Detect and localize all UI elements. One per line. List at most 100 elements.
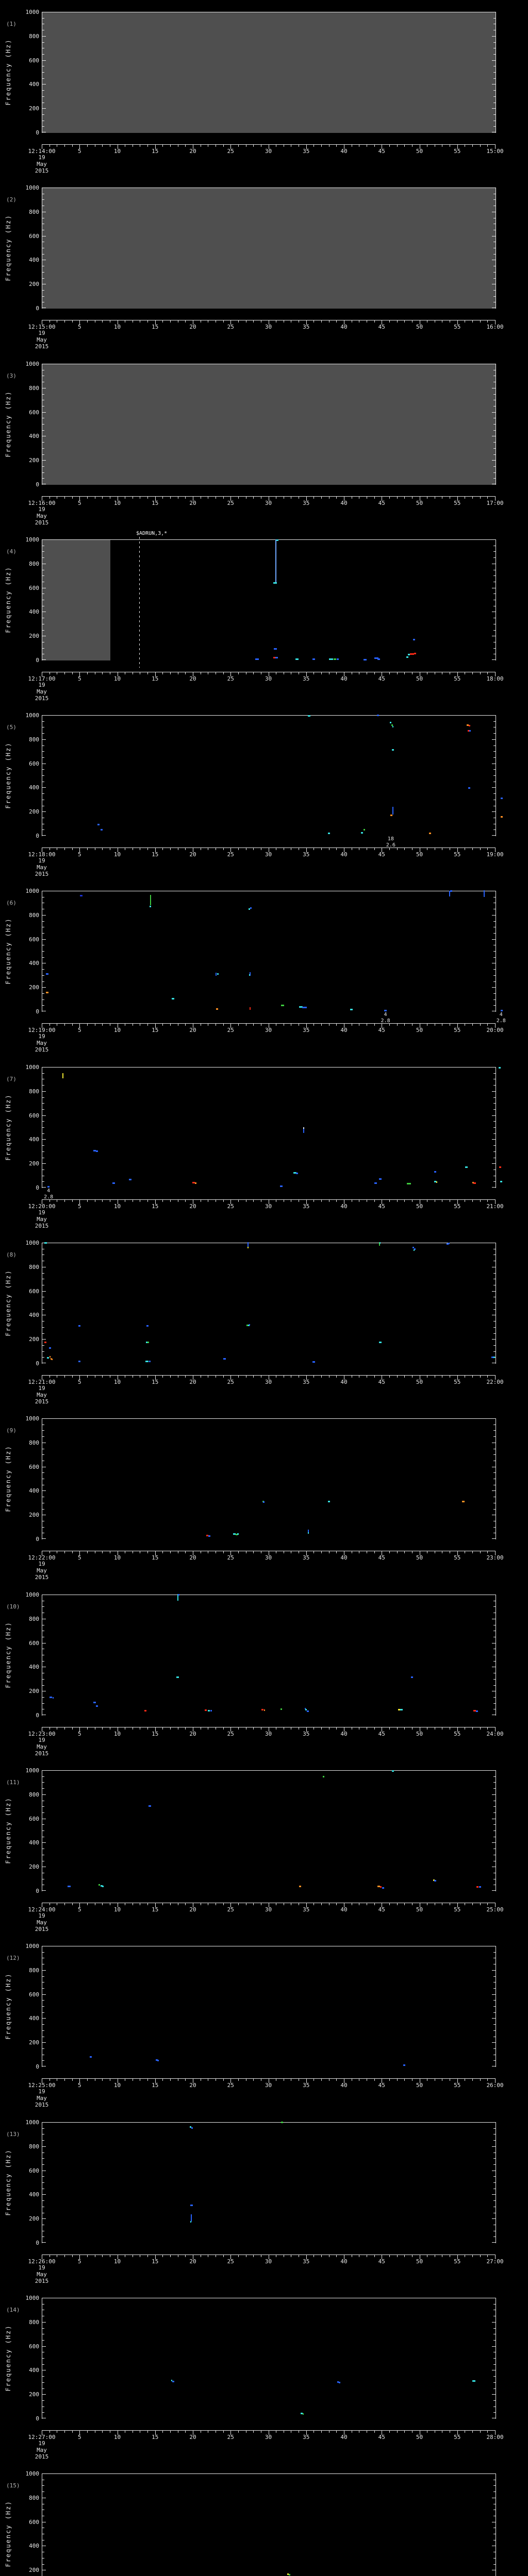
y-axis-tick — [42, 969, 44, 970]
x-axis-tick — [223, 320, 224, 323]
y-axis-tick — [42, 2376, 44, 2377]
event-marker — [44, 1242, 47, 1244]
event-marker — [250, 1007, 251, 1010]
x-tick-label: 35 — [303, 1731, 310, 1737]
x-tick-label: 55 — [454, 1554, 461, 1561]
x-axis-tick — [389, 1200, 390, 1202]
x-axis-tick — [162, 2431, 163, 2433]
x-tick-label: 5 — [77, 675, 81, 682]
x-end-time-label: 27:00 — [486, 2258, 504, 2265]
x-axis-tick — [487, 1200, 488, 1202]
x-axis-tick — [238, 145, 239, 147]
plot-area — [42, 539, 496, 660]
x-tick-label: 25 — [227, 1731, 234, 1737]
y-axis-tick — [493, 1005, 496, 1006]
x-axis-tick — [155, 497, 156, 501]
x-axis-tick — [170, 1024, 171, 1026]
y-axis-tick — [42, 2328, 44, 2329]
x-tick-label: 10 — [113, 324, 121, 330]
y-tick-label: 600 — [29, 2518, 39, 2526]
x-axis-tick — [487, 1551, 488, 1553]
event-marker — [364, 658, 367, 660]
y-axis-tick — [42, 1794, 46, 1795]
y-axis-tick — [493, 1472, 496, 1473]
y-axis-tick — [42, 454, 44, 455]
y-axis-tick — [493, 1976, 496, 1977]
x-axis-tick — [374, 497, 375, 499]
x-axis-tick — [457, 2431, 458, 2435]
y-axis-tick — [42, 1339, 46, 1340]
y-axis-tick — [492, 1291, 496, 1292]
event-marker — [433, 1879, 435, 1881]
x-start-time-label: 12:26:00 — [28, 2258, 56, 2265]
x-tick-label: 45 — [378, 1906, 385, 1913]
y-tick-label: 800 — [29, 1088, 39, 1095]
x-tick-label: 55 — [454, 1379, 461, 1385]
x-axis-tick — [147, 1551, 148, 1553]
x-axis-tick — [72, 1727, 73, 1730]
x-axis-tick — [87, 497, 88, 499]
plot-area — [42, 2473, 496, 2576]
y-axis-tick — [492, 2321, 496, 2323]
x-axis-tick — [457, 2079, 458, 2083]
x-axis-tick — [495, 1551, 496, 1555]
y-axis-tick — [492, 460, 496, 461]
x-tick-label: 20 — [189, 2434, 196, 2441]
event-marker — [189, 2126, 192, 2128]
spectrogram-panel-4: (4) Frequency (Hz) 0 200 400 600 800 1000 5 10 15 2… — [0, 528, 528, 703]
event-marker — [236, 1533, 238, 1535]
x-axis-tick — [185, 1551, 186, 1553]
x-tick-label: 25 — [227, 324, 234, 330]
y-axis-tick — [493, 2376, 496, 2377]
y-axis-tick — [492, 1994, 496, 1995]
x-axis-tick — [72, 497, 73, 499]
y-axis-tick — [42, 993, 44, 994]
x-axis-tick — [170, 497, 171, 499]
y-tick-label: 600 — [29, 409, 39, 416]
x-axis-tick — [223, 1200, 224, 1202]
x-axis-tick — [147, 1024, 148, 1026]
event-marker — [295, 1172, 299, 1174]
x-axis-tick — [389, 2431, 390, 2433]
event-marker — [195, 1182, 197, 1184]
x-axis-tick — [404, 1376, 405, 1378]
y-axis-tick — [492, 1163, 496, 1164]
x-axis-tick — [306, 145, 307, 149]
x-axis-tick — [72, 1200, 73, 1202]
event-marker — [50, 1696, 52, 1698]
x-axis-tick — [472, 145, 473, 147]
y-tick-label: 0 — [36, 1712, 39, 1719]
x-tick-label: 20 — [189, 2082, 196, 2089]
x-tick-label: 35 — [303, 1554, 310, 1561]
x-axis-tick — [223, 145, 224, 147]
x-axis-tick — [495, 2079, 496, 2083]
y-tick-label: 0 — [36, 1360, 39, 1367]
event-marker — [379, 1178, 382, 1180]
x-tick-label: 50 — [416, 2258, 423, 2265]
x-axis-tick — [155, 1551, 156, 1555]
spectrogram-panel-9: (9) Frequency (Hz) 0 200 400 600 800 1000 5 10 15 2… — [0, 1406, 528, 1582]
date-label: 2015 — [35, 1398, 49, 1405]
y-tick-label: 1000 — [25, 712, 40, 719]
x-tick-label: 15 — [152, 1731, 159, 1737]
x-axis-tick — [64, 2431, 65, 2433]
event-marker — [312, 658, 315, 660]
event-marker — [382, 1887, 384, 1889]
x-axis-tick — [306, 1903, 307, 1907]
y-axis-tick — [42, 1970, 46, 1971]
y-axis-tick — [492, 787, 496, 788]
x-axis-line — [42, 1375, 496, 1376]
x-axis-tick — [374, 1903, 375, 1905]
y-axis-tick — [492, 1890, 496, 1891]
y-tick-label: 800 — [29, 2143, 39, 2150]
y-axis-tick — [42, 1776, 44, 1777]
y-axis-tick — [42, 253, 44, 255]
y-axis-tick — [493, 975, 496, 976]
event-marker — [51, 1359, 53, 1360]
event-marker — [172, 997, 175, 999]
y-axis-tick — [42, 272, 44, 273]
x-axis-tick — [321, 1551, 322, 1553]
x-axis-tick — [336, 2255, 337, 2257]
spectrogram-panel-3: (3) Frequency (Hz) 0 200 400 600 800 1000 5 10 15 2… — [0, 352, 528, 528]
x-axis-tick — [404, 2255, 405, 2257]
